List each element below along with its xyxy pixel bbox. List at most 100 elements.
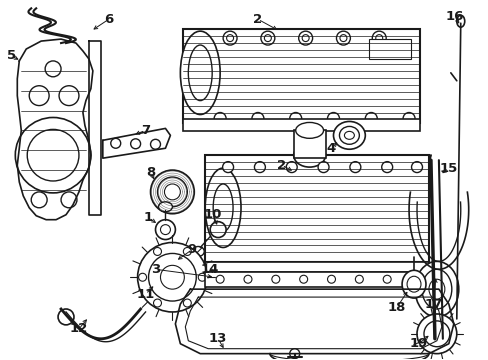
Circle shape	[31, 192, 47, 208]
Ellipse shape	[333, 121, 365, 149]
Text: 10: 10	[203, 208, 222, 221]
Text: 15: 15	[439, 162, 457, 175]
Text: 14: 14	[201, 263, 219, 276]
Text: 12: 12	[70, 322, 88, 336]
Ellipse shape	[205, 168, 241, 247]
Circle shape	[251, 113, 264, 125]
Circle shape	[411, 162, 422, 172]
Circle shape	[244, 275, 251, 283]
Circle shape	[302, 35, 308, 41]
Circle shape	[289, 349, 299, 359]
Circle shape	[223, 31, 237, 45]
Circle shape	[402, 113, 414, 125]
Circle shape	[349, 162, 360, 172]
Circle shape	[183, 299, 191, 307]
Circle shape	[416, 314, 456, 354]
Circle shape	[226, 35, 233, 41]
Circle shape	[138, 273, 146, 281]
Circle shape	[355, 275, 363, 283]
Circle shape	[153, 247, 161, 256]
Circle shape	[130, 139, 141, 149]
Circle shape	[150, 170, 194, 214]
Circle shape	[216, 275, 224, 283]
Ellipse shape	[158, 202, 172, 212]
Circle shape	[15, 117, 91, 193]
Ellipse shape	[188, 45, 212, 100]
Bar	[183, 120, 419, 131]
Circle shape	[153, 299, 161, 307]
Ellipse shape	[213, 184, 233, 231]
Text: 8: 8	[145, 166, 155, 179]
Text: 6: 6	[104, 13, 113, 26]
Bar	[205, 272, 428, 287]
Circle shape	[222, 162, 233, 172]
Circle shape	[137, 243, 207, 312]
Ellipse shape	[406, 276, 420, 292]
Circle shape	[155, 220, 175, 239]
Text: 4: 4	[326, 142, 335, 155]
Circle shape	[289, 113, 301, 125]
Circle shape	[111, 138, 121, 148]
Ellipse shape	[414, 261, 458, 317]
Ellipse shape	[339, 126, 359, 144]
Circle shape	[381, 162, 392, 172]
Text: 16: 16	[445, 10, 463, 23]
Circle shape	[375, 35, 382, 41]
Circle shape	[339, 35, 346, 41]
Circle shape	[327, 275, 335, 283]
Ellipse shape	[295, 122, 323, 138]
Circle shape	[214, 113, 225, 125]
Ellipse shape	[293, 143, 325, 167]
Bar	[205, 262, 428, 272]
Circle shape	[210, 222, 225, 238]
Circle shape	[150, 139, 160, 149]
Circle shape	[383, 275, 390, 283]
Text: 3: 3	[151, 263, 160, 276]
Circle shape	[160, 265, 184, 289]
Circle shape	[371, 31, 386, 45]
Bar	[183, 29, 419, 123]
Circle shape	[148, 253, 196, 301]
Circle shape	[327, 113, 339, 125]
Ellipse shape	[456, 15, 464, 27]
Text: 18: 18	[387, 301, 406, 314]
Bar	[368, 39, 410, 59]
Circle shape	[317, 162, 328, 172]
Circle shape	[61, 192, 77, 208]
Ellipse shape	[428, 279, 444, 299]
Ellipse shape	[421, 269, 451, 309]
Text: 11: 11	[136, 288, 154, 301]
Circle shape	[409, 275, 417, 283]
Circle shape	[365, 113, 376, 125]
Ellipse shape	[401, 270, 425, 298]
Circle shape	[198, 273, 206, 281]
Circle shape	[59, 86, 79, 105]
Circle shape	[285, 162, 297, 172]
Ellipse shape	[192, 247, 204, 256]
Circle shape	[164, 184, 180, 200]
Bar	[293, 130, 325, 158]
Circle shape	[261, 31, 274, 45]
Circle shape	[254, 162, 265, 172]
Circle shape	[298, 31, 312, 45]
Circle shape	[45, 61, 61, 77]
Circle shape	[160, 225, 170, 235]
Bar	[205, 155, 428, 262]
Text: 17: 17	[424, 297, 442, 311]
Text: 19: 19	[409, 337, 427, 350]
Circle shape	[423, 321, 449, 347]
Circle shape	[58, 309, 74, 325]
Ellipse shape	[344, 131, 354, 139]
Circle shape	[27, 129, 79, 181]
Circle shape	[299, 275, 307, 283]
Circle shape	[264, 35, 271, 41]
Circle shape	[336, 31, 350, 45]
Ellipse shape	[180, 31, 220, 114]
Circle shape	[183, 247, 191, 256]
Text: 1: 1	[143, 211, 153, 224]
Circle shape	[29, 86, 49, 105]
Circle shape	[271, 275, 279, 283]
Circle shape	[157, 177, 187, 207]
Text: 2: 2	[277, 159, 286, 172]
Text: 7: 7	[141, 124, 150, 137]
